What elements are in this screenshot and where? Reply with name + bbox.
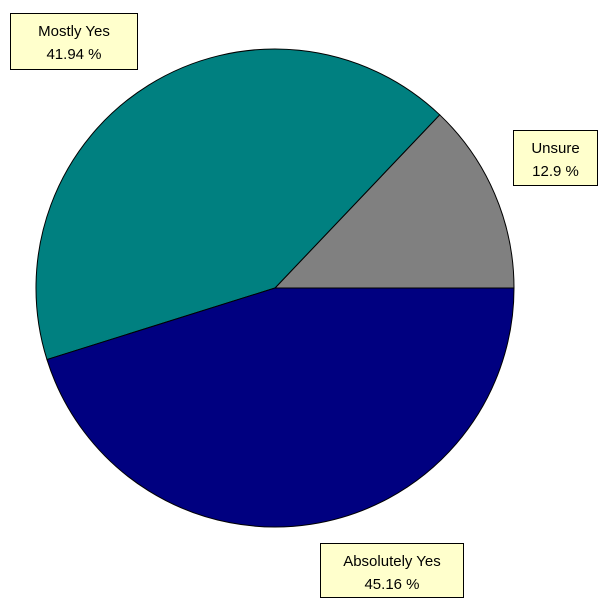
callout-label-absolutely-yes: Absolutely Yes	[343, 553, 441, 570]
pie-slice-mostly-yes	[35, 48, 441, 361]
callout-value-unsure: 12.9 %	[532, 163, 579, 180]
slice-label-absolutely-yes: Absolutely Yes 45.16 %	[320, 543, 464, 598]
slice-label-mostly-yes: Mostly Yes 41.94 %	[10, 13, 138, 70]
callout-label-unsure: Unsure	[531, 140, 579, 157]
pie-slice-unsure	[273, 114, 515, 289]
callout-value-mostly-yes: 41.94 %	[46, 46, 101, 63]
callout-box-unsure	[513, 130, 598, 186]
pie-slice-absolutely-yes	[46, 287, 515, 528]
callout-value-absolutely-yes: 45.16 %	[364, 576, 419, 593]
callout-label-mostly-yes: Mostly Yes	[38, 23, 110, 40]
callout-box-mostly-yes	[10, 13, 138, 70]
pie-slices	[35, 48, 515, 528]
slice-label-unsure: Unsure 12.9 %	[513, 130, 598, 186]
